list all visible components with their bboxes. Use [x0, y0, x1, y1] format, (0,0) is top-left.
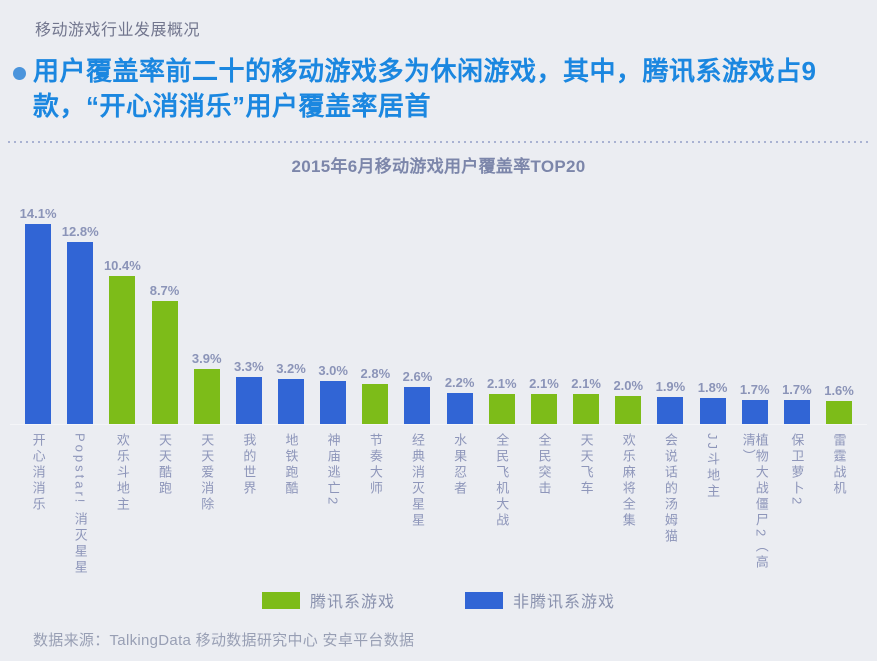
bar-column: 2.8%	[354, 366, 396, 424]
bar-value-label: 1.7%	[782, 381, 812, 397]
bar-value-label: 1.7%	[739, 381, 770, 397]
bullet-icon	[13, 67, 26, 80]
bar-column: 8.7%	[143, 282, 185, 424]
legend-swatch-tencent-icon	[261, 591, 300, 609]
legend-label-non-tencent: 非腾讯系游戏	[513, 594, 616, 611]
bar	[109, 276, 136, 424]
bar-value-label: 3.2%	[276, 360, 306, 376]
bar-category-label: 经典消灭星星	[409, 433, 425, 529]
bar-column: 2.2%	[439, 375, 481, 424]
headline-text: 用户覆盖率前二十的移动游戏多为休闲游戏，其中，腾讯系游戏占9 款，“开心消消乐”…	[33, 56, 817, 121]
bar-value-label: 3.9%	[191, 350, 222, 366]
plot-area: 14.1% 12.8% 10.4% 8.7% 3.9% 3.3% 3.2% 3.0% 2.8% 2…	[17, 195, 860, 424]
bar-category-label: 雷霆战机	[831, 433, 847, 497]
bar	[783, 399, 810, 424]
bar	[699, 398, 726, 424]
bar-category-label: 全民突击	[536, 433, 552, 497]
bar-value-label: 1.8%	[697, 380, 728, 396]
bar-column: 3.3%	[228, 359, 270, 424]
bar-value-label: 2.2%	[444, 374, 475, 390]
bar	[615, 395, 642, 424]
bar-column: 3.0%	[312, 363, 354, 424]
bar-category-label: Popstar! 消灭星星	[72, 433, 88, 577]
bar-category-label: 神庙逃亡2	[325, 433, 341, 508]
category-axis: 开心消消乐 Popstar! 消灭星星 欢乐斗地主 天天酷跑 天天爱消除 我的世界 地铁跑酷…	[17, 433, 860, 591]
legend-label-tencent: 腾讯系游戏	[309, 594, 395, 611]
bar-value-label: 3.0%	[318, 363, 348, 379]
bar-column: 3.9%	[186, 351, 228, 424]
bar-category-label: 会说话的汤姆猫	[662, 433, 678, 545]
legend-item-tencent: 腾讯系游戏	[261, 588, 395, 612]
bar-category-label: 天天爱消除	[199, 433, 215, 513]
bar-value-label: 1.9%	[655, 379, 686, 394]
bar-value-label: 2.1%	[486, 376, 517, 392]
bar-value-label: 2.0%	[613, 377, 644, 393]
bar-category-label: 天天酷跑	[157, 433, 173, 497]
bar	[67, 242, 94, 424]
bar-category-label: 欢乐斗地主	[114, 433, 130, 513]
bar	[446, 392, 473, 424]
chart-title: 2015年6月移动游戏用户覆盖率TOP20	[291, 157, 586, 176]
bar-value-label: 10.4%	[103, 258, 141, 274]
bar	[25, 223, 52, 424]
bar	[826, 401, 853, 424]
bar-category-label: 地铁跑酷	[283, 433, 299, 497]
bar-column: 2.0%	[607, 378, 649, 424]
bar-column: 10.4%	[101, 258, 143, 424]
bar-column: 2.1%	[481, 376, 523, 424]
bar-column: 12.8%	[59, 224, 101, 424]
bar	[573, 394, 600, 424]
bar-category-label: 开心消消乐	[30, 433, 46, 513]
bar-category-label: JJ斗地主	[705, 433, 721, 500]
bar-column: 1.9%	[649, 379, 691, 424]
bar-value-label: 8.7%	[149, 282, 180, 298]
bar-column: 1.8%	[692, 380, 734, 424]
dotted-divider	[8, 141, 869, 143]
bar-column: 3.2%	[270, 361, 312, 424]
bar-category-label: 天天飞车	[578, 433, 594, 497]
x-axis-baseline	[10, 424, 867, 425]
bar-category-label: 节奏大师	[367, 433, 383, 497]
bar-value-label: 12.8%	[61, 224, 99, 240]
bar	[320, 381, 347, 424]
bar-column: 2.6%	[396, 369, 438, 424]
bar-column: 1.7%	[734, 382, 776, 424]
bar-value-label: 2.1%	[571, 376, 601, 392]
bar-category-label: 全民飞机大战	[494, 433, 510, 529]
bar	[193, 368, 220, 424]
bar	[657, 397, 684, 424]
bar-value-label: 1.6%	[824, 383, 854, 399]
bar-value-label: 14.1%	[19, 205, 57, 221]
bar-category-label: 我的世界	[241, 433, 257, 497]
bar-column: 2.1%	[565, 376, 607, 424]
bar	[151, 300, 178, 424]
bar	[278, 378, 305, 424]
headline: 用户覆盖率前二十的移动游戏多为休闲游戏，其中，腾讯系游戏占9 款，“开心消消乐”…	[13, 54, 863, 124]
bar	[362, 384, 389, 424]
section-title: 移动游戏行业发展概况	[35, 22, 201, 39]
bar-column: 1.6%	[818, 383, 860, 424]
legend-swatch-non-tencent-icon	[465, 591, 503, 609]
bar-column: 14.1%	[17, 206, 59, 424]
bar-category-label: 欢乐麻将全集	[620, 433, 636, 529]
bar-category-label: 保卫萝卜2	[789, 433, 805, 508]
bar	[530, 394, 557, 424]
bar	[488, 394, 515, 424]
bar-value-label: 2.8%	[360, 366, 391, 382]
legend: 腾讯系游戏 非腾讯系游戏	[0, 588, 877, 612]
source-note: 数据来源：TalkingData 移动数据研究中心 安卓平台数据	[33, 632, 415, 649]
bar	[741, 399, 768, 424]
bar	[404, 387, 431, 424]
bar-category-label: 植物大战僵尸2（高清）	[740, 433, 769, 572]
bar-value-label: 2.6%	[402, 369, 433, 385]
bar	[235, 377, 262, 424]
legend-item-non-tencent: 非腾讯系游戏	[465, 588, 615, 612]
bar-column: 2.1%	[523, 376, 565, 424]
bar-category-label: 水果忍者	[452, 433, 468, 497]
bar-column: 1.7%	[776, 382, 818, 424]
bar-value-label: 2.1%	[529, 376, 559, 392]
bar-value-label: 3.3%	[234, 359, 264, 375]
